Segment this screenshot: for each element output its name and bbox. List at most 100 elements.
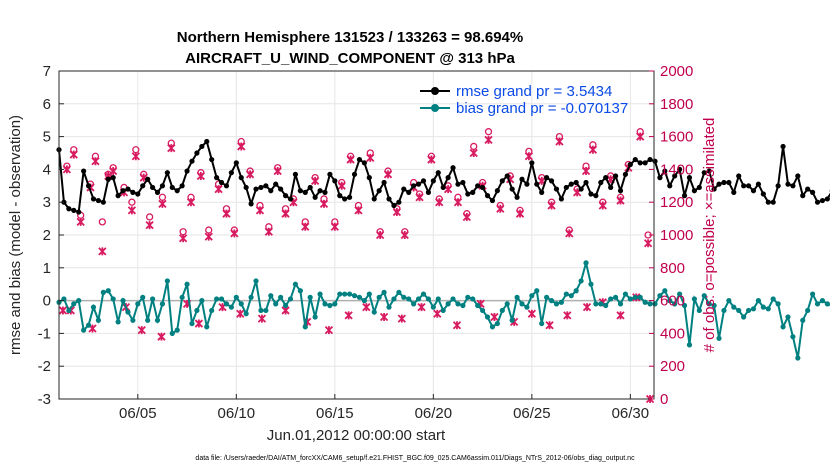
bias-point bbox=[736, 307, 742, 314]
bias-point bbox=[741, 314, 747, 320]
obs-assimilated-stroke bbox=[643, 239, 653, 248]
rmse-point bbox=[263, 183, 269, 189]
obs-assimilated-marker bbox=[484, 135, 493, 145]
bias-point bbox=[253, 278, 259, 284]
legend-rmse-marker bbox=[431, 87, 439, 95]
rmse-point bbox=[149, 184, 156, 191]
y-axis-left-label: rmse and bias (model - observation) bbox=[7, 115, 24, 355]
bias-point bbox=[519, 301, 525, 307]
rmse-point bbox=[376, 188, 382, 194]
bias-point bbox=[652, 301, 658, 307]
obs-assimilated-stroke bbox=[582, 303, 592, 312]
rmse-point bbox=[470, 189, 476, 195]
obs-assimilated-stroke bbox=[194, 319, 204, 328]
obs-assimilated-stroke bbox=[131, 152, 140, 161]
bias-point bbox=[657, 293, 663, 299]
obs-assimilated-marker bbox=[127, 206, 137, 215]
bias-point bbox=[622, 291, 629, 297]
bias-point bbox=[273, 301, 279, 307]
bias-point bbox=[563, 291, 569, 297]
obs-assimilated-stroke bbox=[581, 166, 591, 176]
obs-assimilated-marker bbox=[563, 311, 572, 320]
bias-point bbox=[790, 334, 796, 340]
obs-assimilated-stroke bbox=[158, 199, 167, 208]
bias-point bbox=[810, 291, 816, 297]
rmse-point bbox=[95, 197, 102, 204]
obs-assimilated-marker bbox=[515, 209, 525, 218]
bias-point bbox=[228, 304, 234, 310]
rmse-point bbox=[135, 191, 141, 197]
obs-assimilated-marker bbox=[158, 199, 167, 208]
bias-point bbox=[760, 304, 766, 310]
rmse-point bbox=[420, 178, 427, 184]
rmse-point bbox=[386, 196, 392, 202]
bias-point bbox=[125, 309, 131, 315]
rmse-point bbox=[544, 175, 550, 181]
bias-point bbox=[780, 324, 786, 330]
obs-assimilated-stroke bbox=[616, 311, 625, 320]
bias-point bbox=[499, 307, 505, 314]
obs-assimilated-marker bbox=[527, 309, 536, 318]
bias-point bbox=[130, 317, 136, 323]
rmse-point bbox=[553, 186, 560, 192]
rmse-point bbox=[85, 183, 92, 189]
bias-point bbox=[386, 304, 392, 310]
obs-assimilated-marker bbox=[319, 199, 329, 208]
obs-assimilated-stroke bbox=[186, 198, 196, 207]
bias-point bbox=[430, 304, 436, 310]
rmse-point bbox=[366, 175, 372, 181]
chart-title-line2: AIRCRAFT_U_WIND_COMPONENT @ 313 hPa bbox=[185, 50, 515, 67]
obs-assimilated-marker bbox=[354, 206, 363, 215]
obs-assimilated-stroke bbox=[354, 206, 363, 215]
rmse-point bbox=[228, 170, 234, 176]
obs-assimilated-stroke bbox=[443, 184, 453, 194]
rmse-point bbox=[440, 184, 446, 191]
rmse-point bbox=[677, 166, 683, 172]
bias-point bbox=[548, 298, 555, 304]
bias-point bbox=[706, 301, 712, 307]
obs-assimilated-marker bbox=[204, 232, 213, 241]
rmse-point bbox=[568, 181, 574, 187]
obs-assimilated-marker bbox=[582, 303, 592, 312]
bias-point bbox=[509, 317, 515, 323]
bias-point bbox=[263, 307, 269, 314]
bias-point bbox=[347, 291, 353, 297]
obs-assimilated-marker bbox=[547, 201, 556, 210]
obs-assimilated-stroke bbox=[196, 171, 205, 181]
obs-assimilated-stroke bbox=[435, 198, 444, 207]
obs-assimilated-stroke bbox=[324, 325, 334, 335]
obs-assimilated-stroke bbox=[69, 150, 78, 159]
bias-point bbox=[627, 296, 633, 302]
bias-point bbox=[71, 301, 77, 307]
obs-assimilated-stroke bbox=[230, 229, 239, 238]
obs-assimilated-stroke bbox=[379, 312, 389, 322]
obs-assimilated-marker bbox=[245, 170, 255, 179]
bias-point bbox=[553, 301, 560, 307]
obs-assimilated-stroke bbox=[545, 321, 554, 330]
x-tick-label: 06/20 bbox=[415, 405, 453, 422]
bias-point bbox=[608, 296, 614, 302]
obs-assimilated-marker bbox=[616, 196, 625, 205]
bias-point bbox=[460, 302, 466, 309]
obs-possible-marker bbox=[128, 198, 136, 206]
rmse-point bbox=[745, 183, 752, 189]
bias-point bbox=[381, 289, 387, 295]
bias-point bbox=[184, 281, 190, 287]
obs-assimilated-stroke bbox=[524, 152, 534, 161]
obs-assimilated-marker bbox=[433, 309, 442, 318]
rmse-point bbox=[736, 173, 742, 179]
bias-point bbox=[691, 296, 697, 302]
rmse-point bbox=[258, 184, 264, 191]
obs-assimilated-stroke bbox=[397, 314, 406, 323]
bias-point bbox=[361, 298, 367, 304]
obs-assimilated-stroke bbox=[157, 332, 166, 341]
rmse-point bbox=[223, 183, 230, 189]
rmse-point bbox=[110, 175, 116, 181]
obs-assimilated-marker bbox=[392, 207, 402, 217]
rmse-point bbox=[637, 160, 643, 166]
rmse-point bbox=[750, 188, 757, 194]
y-right-tick-label: 1600 bbox=[660, 129, 693, 146]
obs-assimilated-stroke bbox=[330, 222, 339, 231]
rmse-point bbox=[726, 179, 732, 186]
rmse-point bbox=[81, 168, 87, 174]
